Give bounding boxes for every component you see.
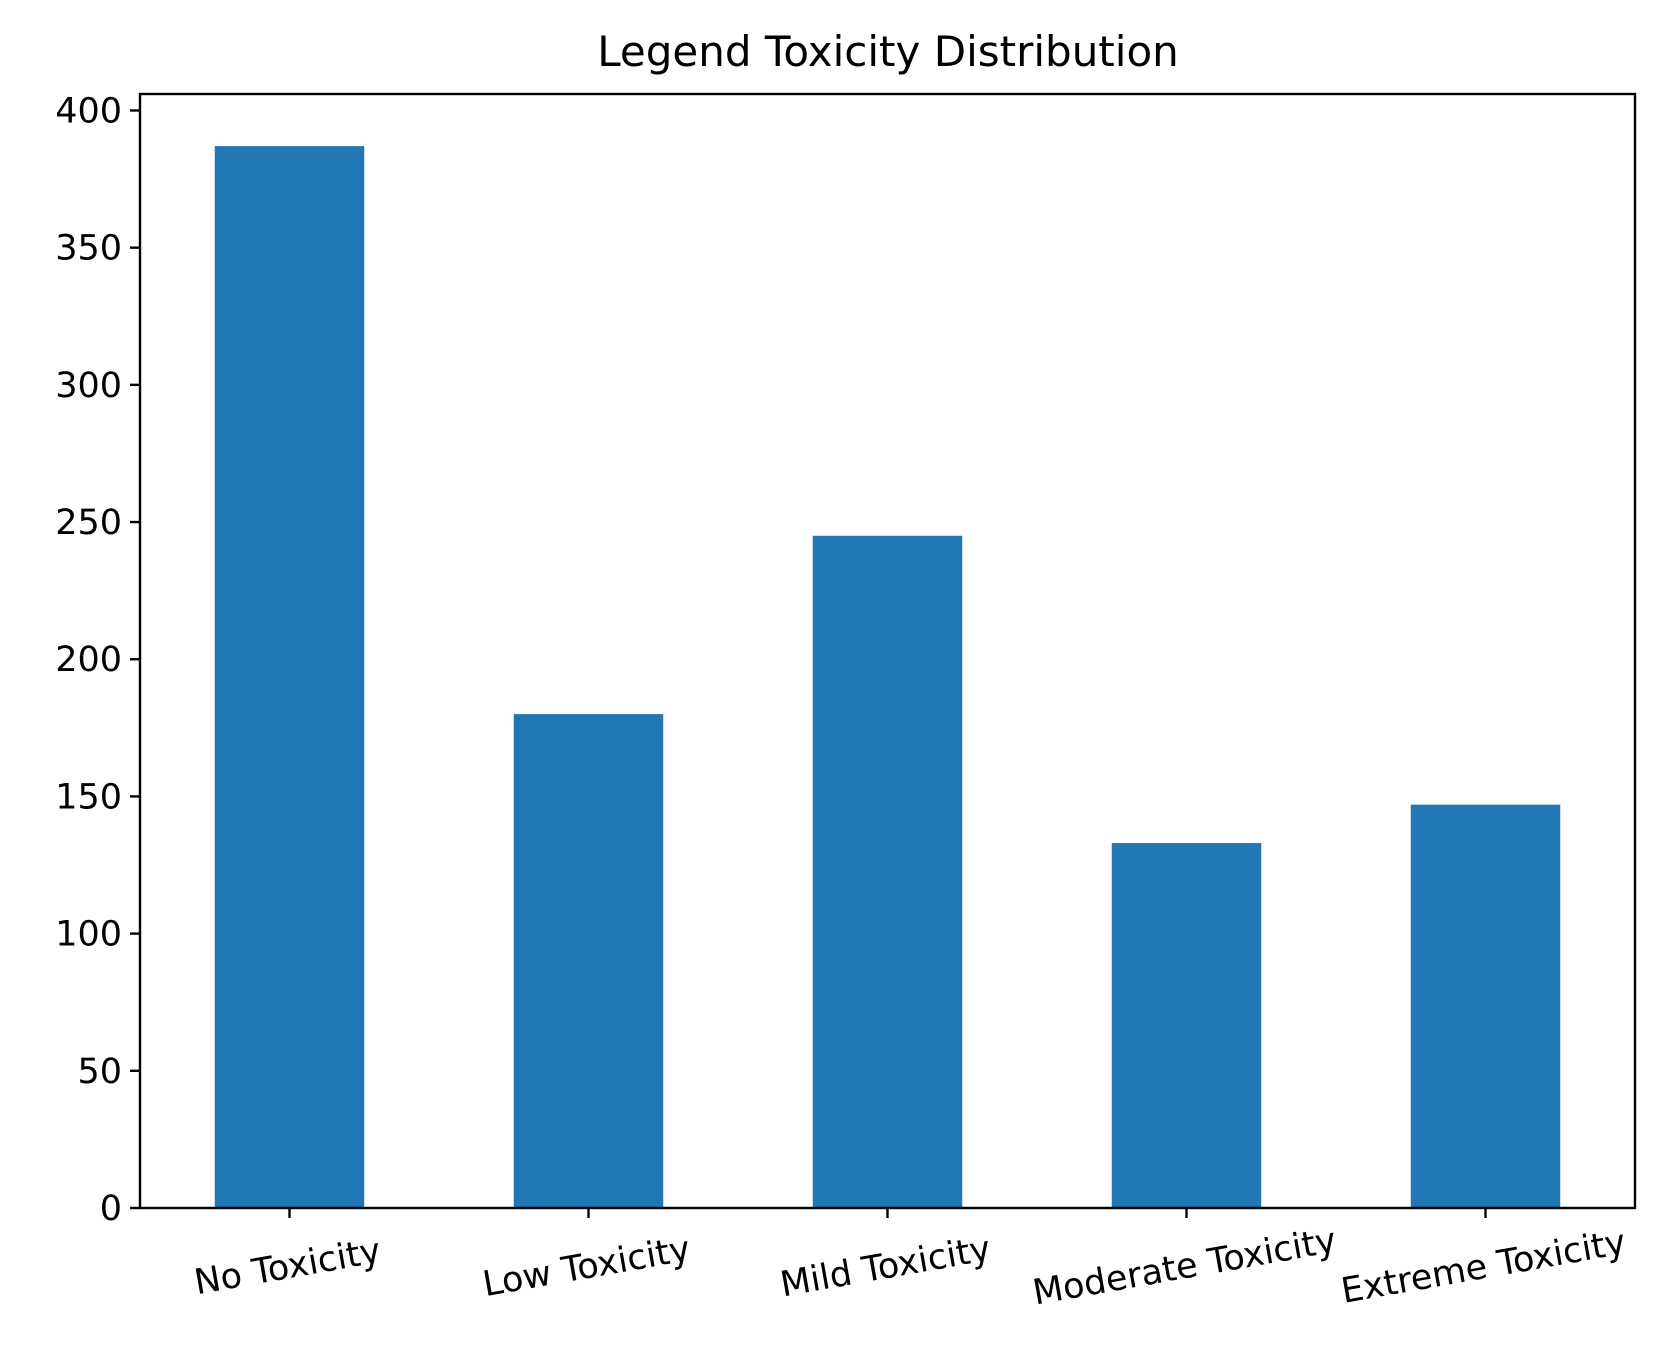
x-tick-label: No Toxicity [191, 1231, 383, 1303]
plot-frame [138, 92, 1637, 1210]
chart-title: Legend Toxicity Distribution [597, 27, 1179, 76]
y-axis: 0 50 100 150 200 250 300 350 400 [55, 91, 140, 1229]
bar-no-toxicity [214, 146, 365, 1208]
x-tick-label: Moderate Toxicity [1030, 1221, 1339, 1314]
x-axis: No Toxicity Low Toxicity Mild Toxicity Mode… [191, 1208, 1629, 1314]
x-tick-label: Extreme Toxicity [1338, 1222, 1629, 1311]
y-tick-label: 200 [55, 640, 122, 680]
y-tick-label: 250 [55, 503, 122, 543]
y-tick-label: 0 [100, 1189, 122, 1229]
y-tick-label: 50 [77, 1052, 122, 1092]
y-tick-label: 350 [55, 229, 122, 269]
x-tick-label: Mild Toxicity [777, 1229, 993, 1305]
y-tick-label: 400 [55, 91, 122, 131]
bars-layer [214, 146, 1561, 1208]
y-tick-label: 300 [55, 366, 122, 406]
x-tick-label: Low Toxicity [480, 1229, 693, 1305]
y-tick-label: 100 [55, 915, 122, 955]
bar-moderate-toxicity [1111, 843, 1262, 1208]
bar-mild-toxicity [812, 535, 963, 1208]
y-tick-label: 150 [55, 777, 122, 817]
bar-low-toxicity [513, 714, 664, 1208]
bar-extreme-toxicity [1410, 804, 1561, 1208]
